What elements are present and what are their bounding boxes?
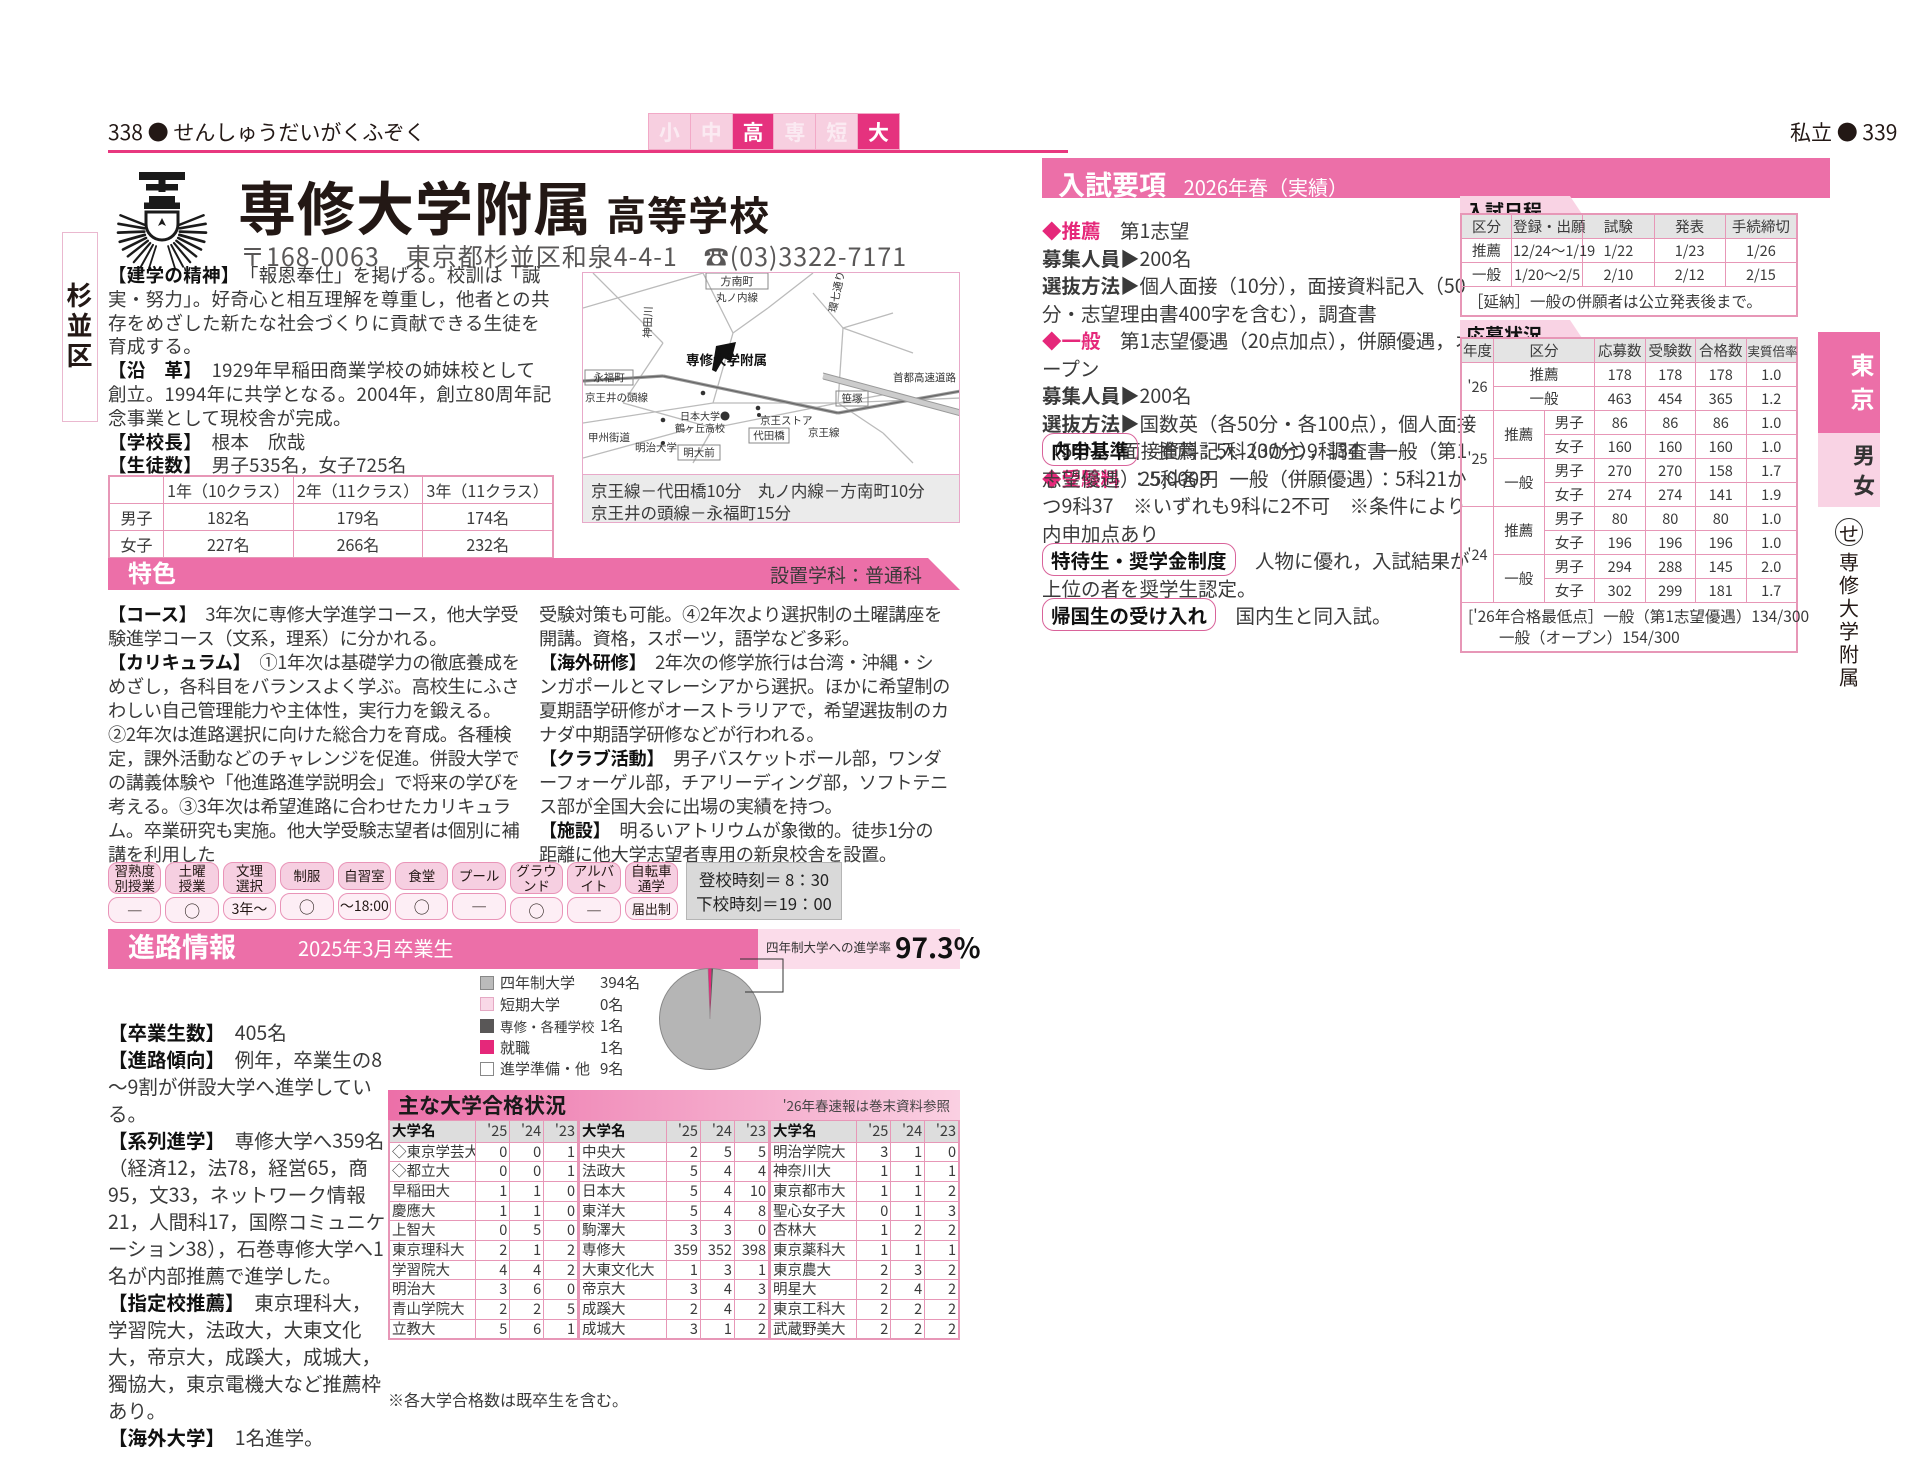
svg-text:笹塚: 笹塚: [842, 391, 863, 406]
svg-text:代田橋: 代田橋: [753, 428, 785, 443]
svg-text:京王線: 京王線: [808, 425, 840, 440]
svg-text:京王ストア: 京王ストア: [760, 413, 813, 428]
svg-text:進路情報: 進路情報: [128, 929, 236, 965]
svg-text:神田川: 神田川: [640, 306, 656, 338]
svg-text:永福町: 永福町: [593, 370, 625, 385]
svg-text:丸ノ内線: 丸ノ内線: [716, 290, 758, 305]
svg-text:甲州街道: 甲州街道: [588, 430, 630, 445]
svg-text:方南町: 方南町: [721, 273, 754, 289]
svg-text:明大前: 明大前: [683, 445, 715, 460]
svg-text:京王井の頭線: 京王井の頭線: [585, 390, 648, 405]
svg-text:特色: 特色: [128, 558, 176, 589]
svg-text:鶴ヶ丘高校: 鶴ヶ丘高校: [675, 420, 725, 435]
svg-text:首都高速道路: 首都高速道路: [893, 370, 956, 385]
svg-text:2025年3月卒業生: 2025年3月卒業生: [298, 933, 454, 962]
svg-text:専修大学附属: 専修大学附属: [686, 349, 767, 369]
svg-text:明治大学: 明治大学: [635, 440, 677, 455]
svg-text:環七通り: 環七通り: [825, 273, 848, 314]
svg-text:四年制大学への進学率: 四年制大学への進学率: [766, 937, 891, 956]
